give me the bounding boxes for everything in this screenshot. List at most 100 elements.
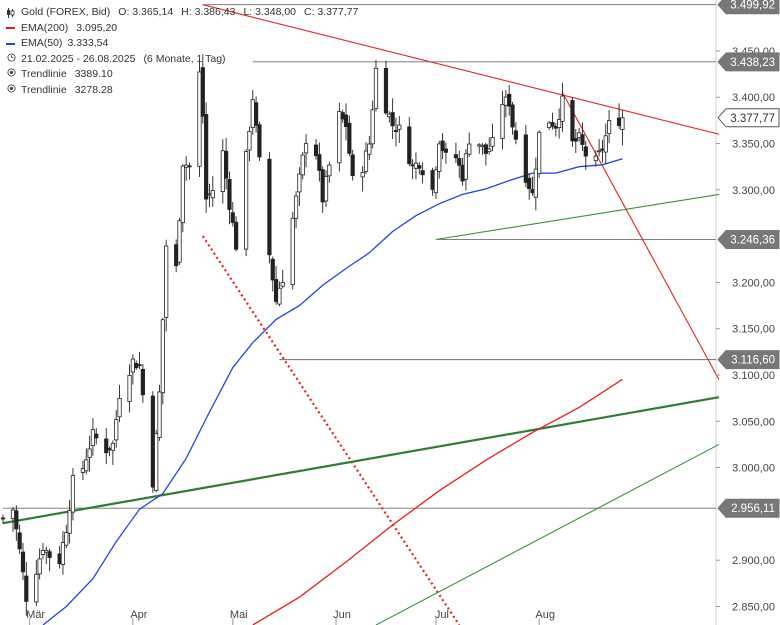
candle xyxy=(593,150,598,167)
price-flag-label: 2.956,11 xyxy=(731,503,775,515)
candle-body xyxy=(397,124,402,130)
candle-body xyxy=(513,130,518,140)
y-tick-label: 3.000,00 xyxy=(732,463,775,475)
candle xyxy=(60,530,66,575)
candle-body xyxy=(270,258,275,281)
candle xyxy=(503,90,508,118)
candle xyxy=(430,167,435,196)
candle-body xyxy=(557,119,562,129)
candle-body xyxy=(267,158,272,256)
candle xyxy=(224,138,229,190)
candle xyxy=(340,109,345,123)
ema50-label: EMA(50) xyxy=(21,37,63,49)
candle xyxy=(557,108,562,139)
candle-body xyxy=(164,245,169,318)
ema200-label: EMA(200) xyxy=(21,21,69,34)
x-tick-label: Apr xyxy=(130,609,147,621)
candle-body xyxy=(373,67,379,109)
candle-body xyxy=(200,67,205,117)
candle xyxy=(150,391,155,493)
candle xyxy=(297,167,302,207)
candle xyxy=(453,142,459,164)
candle-body xyxy=(440,140,445,151)
candle xyxy=(227,171,232,225)
candle-body xyxy=(487,148,492,153)
trendline-green-thin-1 xyxy=(435,193,720,241)
candle xyxy=(14,505,19,541)
candle-body xyxy=(313,144,319,157)
candle-body xyxy=(577,132,582,138)
y-tick-label: 3.300,00 xyxy=(732,185,775,197)
candle xyxy=(244,149,249,257)
candle-body xyxy=(620,117,625,130)
candle xyxy=(207,183,212,208)
candle-body xyxy=(500,104,505,139)
candle-body xyxy=(553,126,558,129)
trendline1-label: Trendlinie xyxy=(21,68,67,80)
candle-body xyxy=(234,221,239,250)
candle xyxy=(343,103,349,141)
candle xyxy=(350,149,355,181)
candle xyxy=(410,159,415,180)
candle-body xyxy=(467,143,472,155)
candle xyxy=(483,142,488,166)
candle-body xyxy=(137,364,142,367)
candle xyxy=(280,269,285,289)
candle-body xyxy=(583,146,588,157)
candle xyxy=(383,60,389,115)
candle xyxy=(257,121,262,161)
candle xyxy=(104,428,109,465)
trendline-green-thin-2 xyxy=(375,443,720,625)
candle-body xyxy=(390,112,395,127)
x-tick-label: Mär xyxy=(26,609,45,621)
price-flag-label: 3.438,23 xyxy=(730,57,775,69)
candle-body xyxy=(277,287,282,305)
legend-instrument-row: Gold (FOREX, Bid) O: 3.365,14 H: 3.386,4… xyxy=(6,5,358,21)
price-flag-shape xyxy=(717,0,780,15)
candle-body xyxy=(393,130,399,133)
candle-body xyxy=(0,517,6,520)
candle-body xyxy=(537,131,542,175)
candle xyxy=(20,542,26,581)
current-price-shape xyxy=(717,108,780,128)
candle-body xyxy=(84,459,89,472)
candle xyxy=(560,82,565,132)
candle-body xyxy=(507,93,512,107)
price-flag: 3.438,23 xyxy=(717,52,780,72)
candle xyxy=(363,142,369,174)
ohlc-low: L: 3.348,00 xyxy=(243,6,296,18)
candle-body xyxy=(293,195,299,219)
candle-body xyxy=(40,550,46,555)
candle xyxy=(64,524,69,549)
ohlc-close: C: 3.377,77 xyxy=(304,6,359,18)
y-tick-label: 3.150,00 xyxy=(732,324,775,336)
candle xyxy=(160,317,165,405)
candle-body xyxy=(600,148,605,151)
candle-body xyxy=(157,391,162,438)
legend-ema50-row: EMA(50) 3.333,54 xyxy=(6,36,358,52)
candle-body xyxy=(114,419,119,441)
candle-body xyxy=(290,217,295,286)
current-price-label: 3.377,77 xyxy=(730,113,775,125)
candle-body xyxy=(47,551,52,558)
target-icon xyxy=(6,83,16,99)
candle-body xyxy=(150,395,155,488)
candle xyxy=(17,524,22,554)
candle xyxy=(70,468,76,521)
y-tick-label: 3.050,00 xyxy=(732,416,775,428)
price-flag: 3.246,36 xyxy=(717,229,780,249)
candle-body xyxy=(57,553,62,564)
chart-legend: Gold (FOREX, Bid) O: 3.365,14 H: 3.386,4… xyxy=(6,5,358,98)
candle-body xyxy=(180,165,185,223)
candle-body xyxy=(337,111,342,164)
price-flag-shape xyxy=(717,498,780,518)
candle-body xyxy=(530,189,535,194)
candle xyxy=(487,137,492,155)
candle-body xyxy=(110,442,115,451)
candle-body xyxy=(387,113,392,118)
y-tick-label: 3.200,00 xyxy=(732,277,775,289)
candle xyxy=(94,428,99,445)
candle-body xyxy=(603,135,608,153)
candle-body xyxy=(127,374,132,402)
